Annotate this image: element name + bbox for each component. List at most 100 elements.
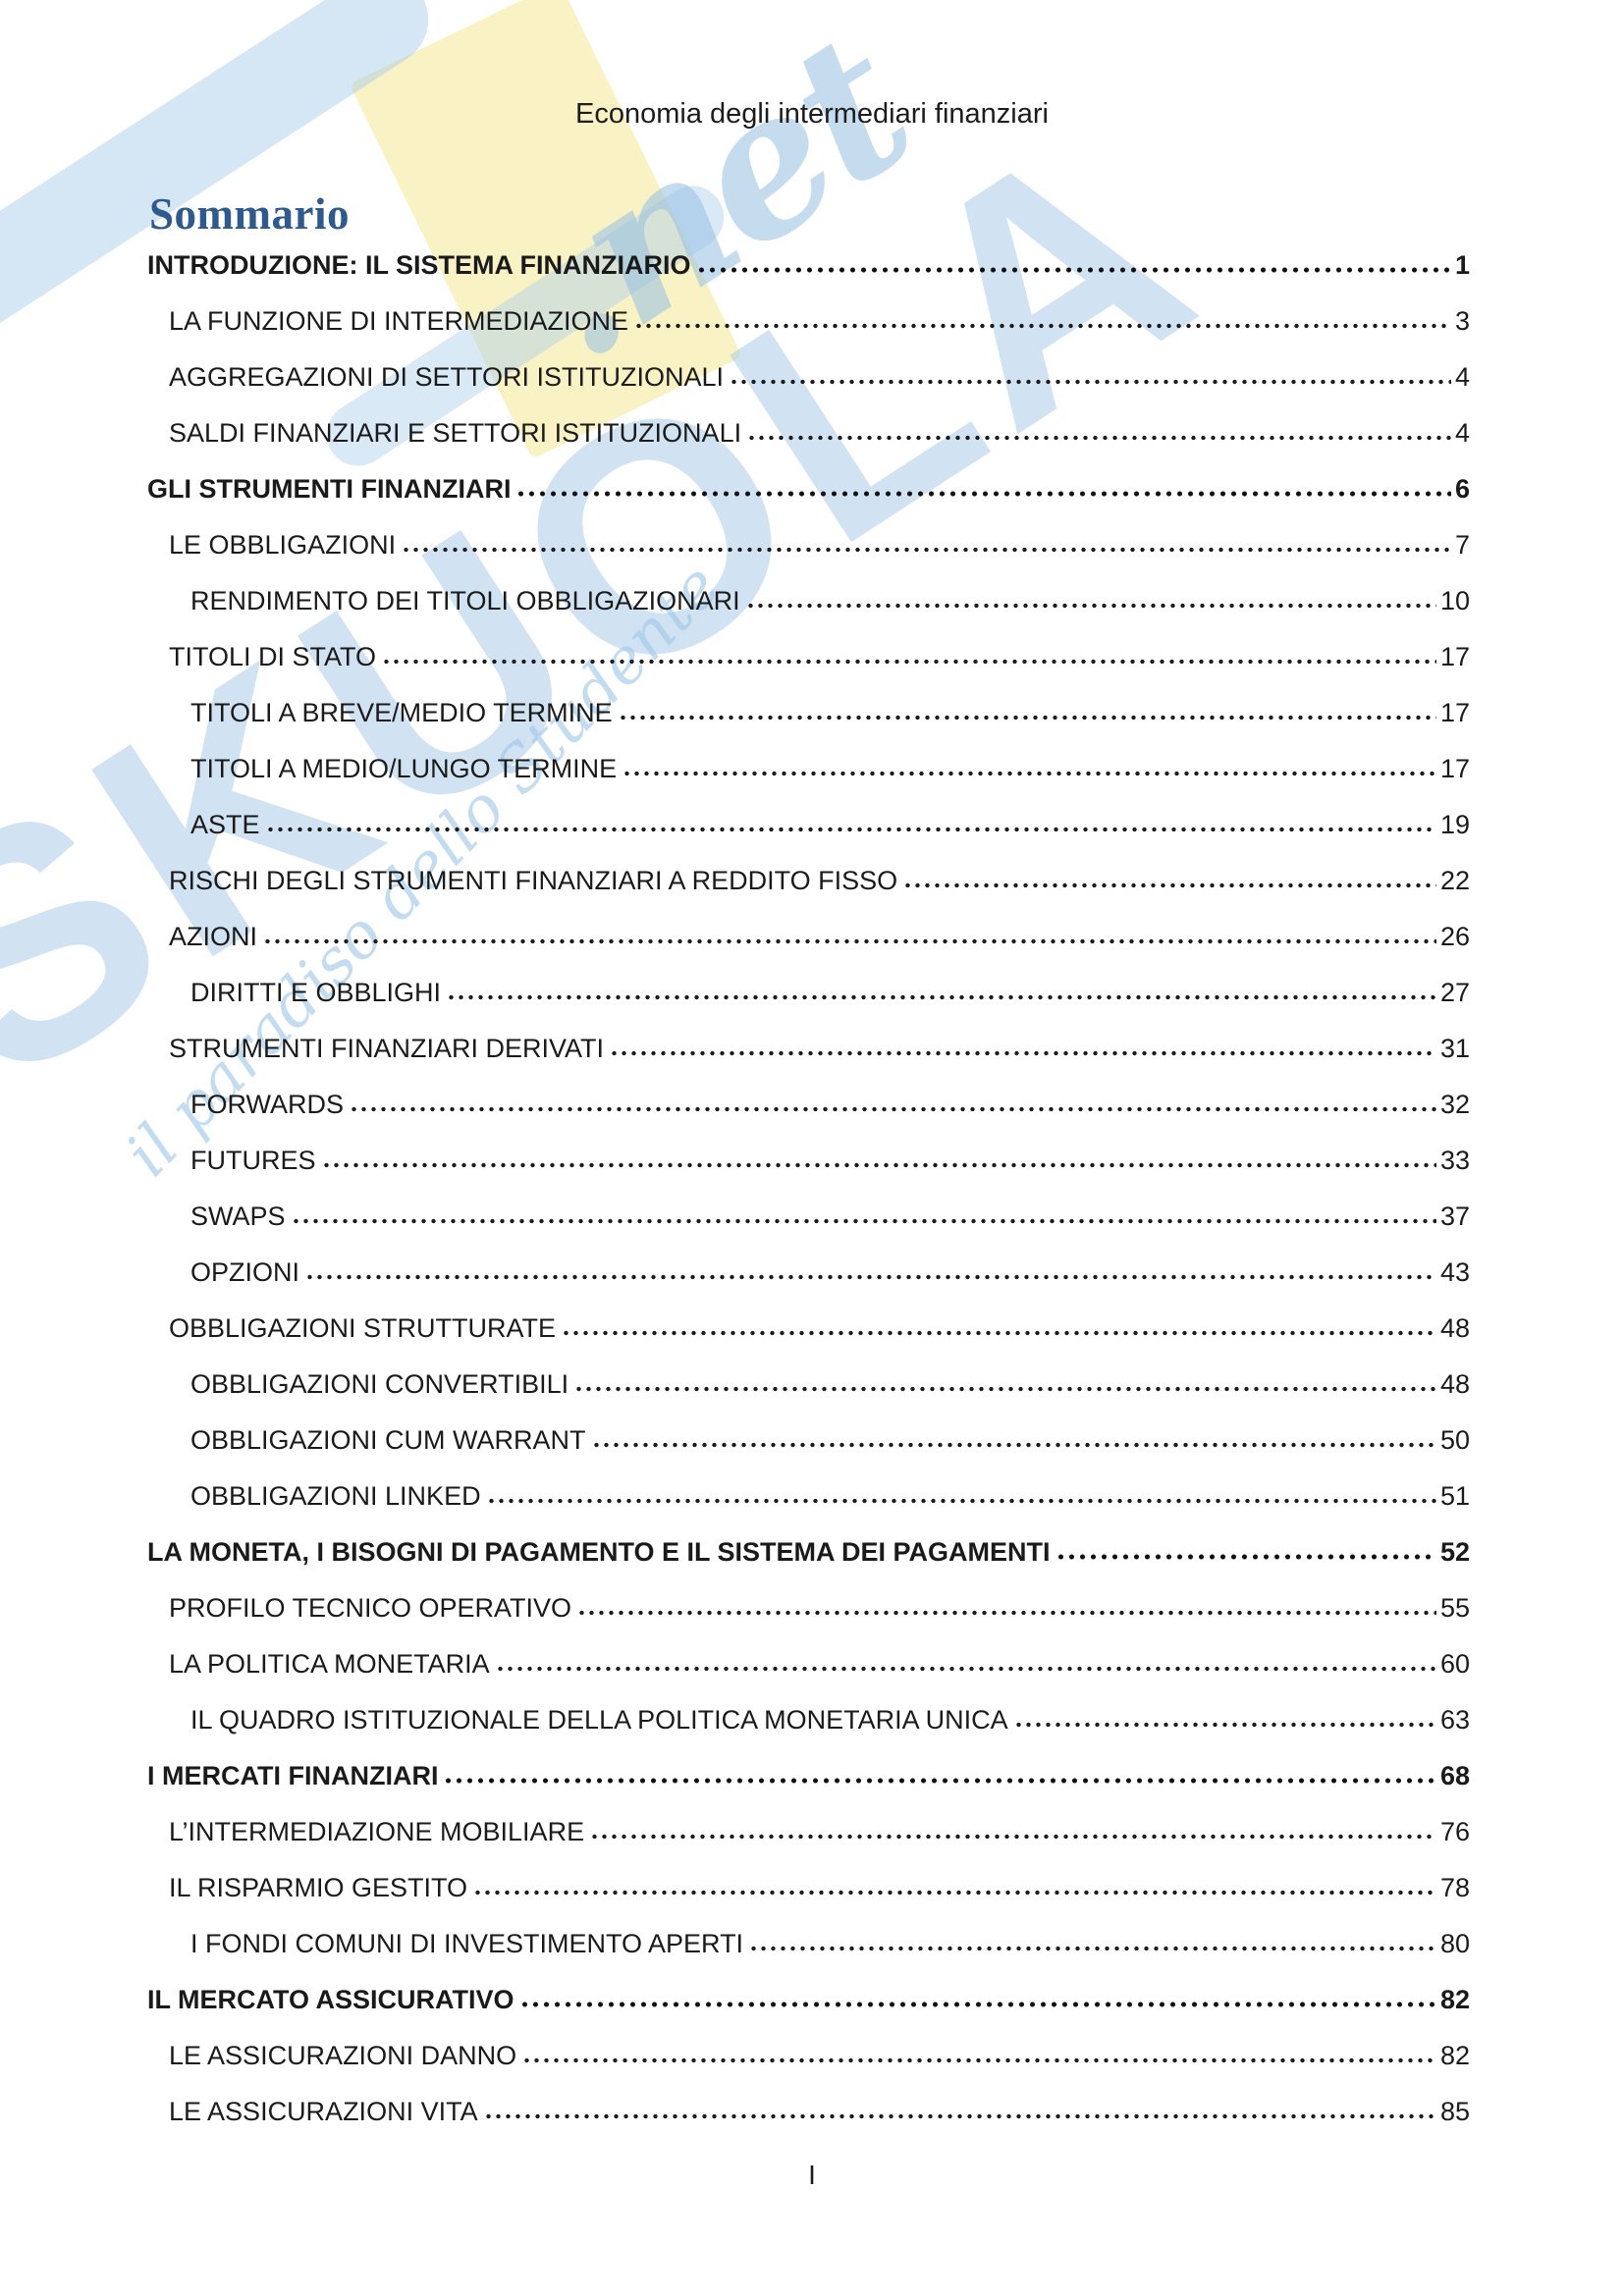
toc-entry: IL RISPARMIO GESTITO 78: [147, 1846, 1470, 1902]
toc-entry-label: AGGREGAZIONI DI SETTORI ISTITUZIONALI: [169, 361, 725, 392]
toc-entry-page: 48: [1439, 1312, 1470, 1343]
dot-leader: [624, 769, 1436, 778]
toc-entry: TITOLI DI STATO 17: [147, 615, 1470, 671]
dot-leader: [265, 936, 1436, 946]
toc-entry-label: AZIONI: [169, 921, 258, 951]
toc-entry-label: OPZIONI: [190, 1256, 300, 1287]
dot-leader: [636, 321, 1451, 331]
dot-leader: [1015, 1720, 1436, 1730]
dot-leader: [620, 713, 1436, 722]
toc-entry: L’INTERMEDIAZIONE MOBILIARE 76: [147, 1790, 1470, 1846]
dot-leader: [576, 1384, 1436, 1394]
toc-entry-label: PROFILO TECNICO OPERATIVO: [169, 1592, 572, 1623]
toc-entry-page: 4: [1454, 361, 1470, 392]
toc-entry-page: 50: [1439, 1424, 1470, 1455]
toc-entry: PROFILO TECNICO OPERATIVO 55: [147, 1567, 1470, 1623]
toc-entry-page: 33: [1439, 1145, 1470, 1175]
toc-entry-page: 3: [1454, 305, 1470, 336]
toc-entry: RENDIMENTO DEI TITOLI OBBLIGAZIONARI 10: [147, 560, 1470, 615]
toc-entry: I MERCATI FINANZIARI 68: [147, 1735, 1470, 1790]
toc-entry: RISCHI DEGLI STRUMENTI FINANZIARI A REDD…: [147, 839, 1470, 895]
toc-entry-label: SALDI FINANZIARI E SETTORI ISTITUZIONALI: [169, 417, 742, 448]
toc-entry-label: SWAPS: [190, 1201, 286, 1231]
toc-entry-page: 48: [1439, 1368, 1470, 1399]
toc-entry: SALDI FINANZIARI E SETTORI ISTITUZIONALI…: [147, 392, 1470, 448]
toc-entry-label: I MERCATI FINANZIARI: [147, 1760, 439, 1790]
toc-entry-label: OBBLIGAZIONI LINKED: [190, 1480, 481, 1511]
toc-entry: LE OBBLIGAZIONI 7: [147, 504, 1470, 560]
dot-leader: [323, 1160, 1436, 1170]
dot-leader: [698, 265, 1451, 275]
dot-leader: [612, 1048, 1436, 1058]
toc-entry-label: OBBLIGAZIONI CUM WARRANT: [190, 1424, 586, 1455]
toc-entry-label: INTRODUZIONE: IL SISTEMA FINANZIARIO: [147, 249, 691, 280]
toc-entry-page: 82: [1439, 1984, 1470, 2014]
toc-entry-label: LE ASSICURAZIONI VITA: [169, 2096, 478, 2126]
toc-entry-page: 17: [1439, 753, 1470, 783]
dot-leader: [307, 1272, 1436, 1282]
toc-entry-page: 10: [1439, 585, 1470, 615]
toc-entry: FUTURES 33: [147, 1119, 1470, 1175]
dot-leader: [449, 992, 1436, 1002]
dot-leader: [749, 433, 1451, 443]
toc-entry: OBBLIGAZIONI LINKED 51: [147, 1455, 1470, 1511]
toc-entry-page: 60: [1439, 1648, 1470, 1679]
toc-entry-page: 1: [1454, 249, 1470, 280]
dot-leader: [1057, 1552, 1436, 1562]
toc-entry-label: LA POLITICA MONETARIA: [169, 1648, 490, 1679]
toc-entry-label: TITOLI A BREVE/MEDIO TERMINE: [190, 697, 613, 727]
toc-entry-page: 51: [1439, 1480, 1470, 1511]
toc-entry-page: 22: [1439, 865, 1470, 895]
running-header: Economia degli intermediari finanziari: [575, 98, 1049, 130]
toc-entry-label: OBBLIGAZIONI STRUTTURATE: [169, 1312, 557, 1343]
toc-entry-label: RENDIMENTO DEI TITOLI OBBLIGAZIONARI: [190, 585, 740, 615]
toc-entry-label: L’INTERMEDIAZIONE MOBILIARE: [169, 1816, 585, 1846]
toc-entry: OBBLIGAZIONI CUM WARRANT 50: [147, 1399, 1470, 1455]
toc-entry-page: 6: [1454, 473, 1470, 504]
toc-entry: INTRODUZIONE: IL SISTEMA FINANZIARIO 1: [147, 224, 1470, 280]
toc-entry: IL QUADRO ISTITUZIONALE DELLA POLITICA M…: [147, 1679, 1470, 1735]
toc-entry-page: 52: [1439, 1536, 1470, 1567]
toc-entry-page: 82: [1439, 2040, 1470, 2070]
toc-entry-label: I FONDI COMUNI DI INVESTIMENTO APERTI: [190, 1928, 744, 1958]
dot-leader: [446, 1776, 1436, 1786]
dot-leader: [751, 1944, 1436, 1953]
toc-entry-page: 32: [1439, 1089, 1470, 1119]
toc-entry-page: 43: [1439, 1256, 1470, 1287]
table-of-contents: INTRODUZIONE: IL SISTEMA FINANZIARIO 1 LA …: [147, 224, 1470, 2126]
dot-leader: [593, 1440, 1436, 1450]
toc-entry-page: 26: [1439, 921, 1470, 951]
toc-entry-label: TITOLI A MEDIO/LUNGO TERMINE: [190, 753, 618, 783]
toc-entry-label: LA MONETA, I BISOGNI DI PAGAMENTO E IL S…: [147, 1536, 1051, 1567]
toc-entry: LA POLITICA MONETARIA 60: [147, 1623, 1470, 1679]
toc-entry-label: STRUMENTI FINANZIARI DERIVATI: [169, 1033, 605, 1063]
toc-entry: LA FUNZIONE DI INTERMEDIAZIONE 3: [147, 280, 1470, 336]
toc-entry-page: 78: [1439, 1872, 1470, 1902]
toc-entry-label: DIRITTI E OBBLIGHI: [190, 977, 442, 1007]
toc-entry: I FONDI COMUNI DI INVESTIMENTO APERTI 80: [147, 1902, 1470, 1958]
toc-entry: DIRITTI E OBBLIGHI 27: [147, 951, 1470, 1007]
dot-leader: [475, 1888, 1436, 1897]
dot-leader: [592, 1832, 1436, 1842]
dot-leader: [404, 545, 1451, 555]
toc-entry: LE ASSICURAZIONI DANNO 82: [147, 2014, 1470, 2070]
toc-entry: TITOLI A MEDIO/LUNGO TERMINE 17: [147, 727, 1470, 783]
dot-leader: [731, 377, 1451, 387]
dot-leader: [521, 2000, 1436, 2009]
toc-entry: STRUMENTI FINANZIARI DERIVATI 31: [147, 1007, 1470, 1063]
toc-entry-label: FORWARDS: [190, 1089, 345, 1119]
toc-entry-page: 80: [1439, 1928, 1470, 1958]
toc-entry-label: IL MERCATO ASSICURATIVO: [147, 1984, 514, 2014]
dot-leader: [384, 657, 1436, 667]
toc-entry: IL MERCATO ASSICURATIVO 82: [147, 1958, 1470, 2014]
dot-leader: [485, 2111, 1436, 2121]
toc-entry-page: 19: [1439, 809, 1470, 839]
dot-leader: [518, 489, 1451, 499]
toc-entry: GLI STRUMENTI FINANZIARI 6: [147, 448, 1470, 504]
toc-entry-page: 17: [1439, 641, 1470, 671]
toc-entry-label: LA FUNZIONE DI INTERMEDIAZIONE: [169, 305, 629, 336]
toc-entry-page: 7: [1454, 529, 1470, 560]
dot-leader: [524, 2056, 1436, 2065]
toc-entry-label: GLI STRUMENTI FINANZIARI: [147, 473, 512, 504]
